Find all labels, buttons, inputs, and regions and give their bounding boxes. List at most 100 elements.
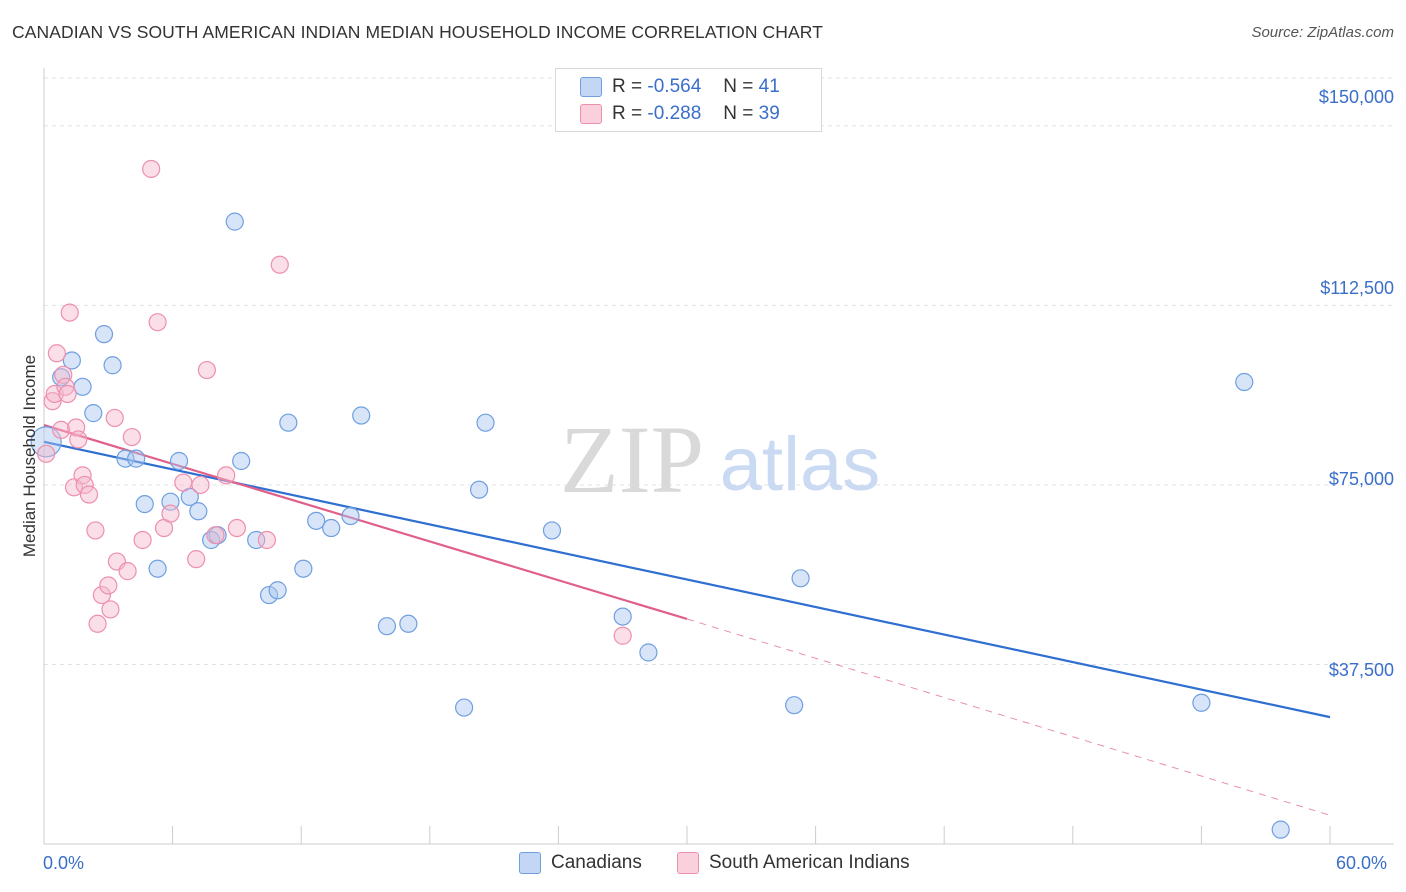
- point-canadians: [116, 449, 135, 468]
- legend-row-south-american-indians: R = -0.288 N = 39: [556, 101, 780, 127]
- point-south-american-indians: [257, 530, 277, 550]
- axes: [43, 68, 1394, 845]
- point-canadians: [73, 377, 92, 396]
- trend-line-south-american-indians: [43, 424, 688, 621]
- point-south-american-indians: [99, 576, 118, 595]
- trend-lines: [43, 424, 1331, 816]
- point-canadians: [613, 607, 632, 626]
- point-canadians: [169, 451, 189, 471]
- point-canadians: [1271, 820, 1290, 839]
- point-south-american-indians: [92, 585, 111, 605]
- trend-extension-south-american-indians: [686, 618, 1331, 816]
- point-south-american-indians: [101, 600, 120, 619]
- point-south-american-indians: [122, 427, 141, 447]
- y-tick-label: $112,500: [1320, 278, 1394, 298]
- point-canadians: [352, 406, 371, 425]
- point-south-american-indians: [174, 473, 193, 492]
- point-canadians: [135, 494, 154, 514]
- point-canadians: [62, 351, 81, 370]
- point-south-american-indians: [60, 303, 79, 322]
- point-canadians: [791, 569, 810, 588]
- y-tick-label: $75,000: [1328, 469, 1394, 489]
- point-canadians: [127, 449, 146, 468]
- n-value: 41: [758, 76, 780, 97]
- r-label: R =: [612, 76, 643, 97]
- point-south-american-indians: [105, 408, 124, 428]
- point-south-american-indians: [133, 530, 152, 550]
- point-south-american-indians: [45, 384, 64, 404]
- watermark-zip: ZIP: [560, 406, 704, 513]
- point-canadians: [785, 696, 804, 715]
- y-axis-title: Median Household Income: [20, 354, 39, 558]
- point-canadians: [52, 368, 71, 387]
- point-south-american-indians: [118, 562, 137, 581]
- legend-swatch-south-american-indians: [677, 852, 699, 874]
- point-canadians: [259, 585, 279, 605]
- point-south-american-indians: [217, 466, 236, 485]
- point-canadians: [294, 559, 313, 578]
- point-south-american-indians: [270, 255, 289, 274]
- point-canadians: [189, 502, 208, 521]
- point-canadians: [639, 643, 658, 662]
- point-south-american-indians: [52, 420, 71, 439]
- data-points: [30, 159, 1290, 839]
- point-canadians: [94, 325, 114, 344]
- point-canadians: [322, 518, 341, 538]
- point-south-american-indians: [613, 626, 632, 645]
- legend-item-south-american-indians[interactable]: South American Indians: [677, 852, 910, 874]
- point-south-american-indians: [142, 159, 161, 179]
- point-south-american-indians: [56, 377, 75, 396]
- point-canadians: [225, 212, 244, 231]
- point-canadians: [232, 451, 251, 471]
- n-value: 39: [758, 103, 780, 124]
- watermark: ZIP atlas: [560, 406, 880, 513]
- point-south-american-indians: [197, 360, 216, 380]
- r-value: -0.564: [647, 76, 702, 97]
- n-label: N =: [723, 76, 754, 97]
- legend-swatch-south-american-indians: [580, 104, 602, 124]
- point-canadians: [148, 559, 167, 578]
- point-south-american-indians: [86, 521, 105, 540]
- point-south-american-indians: [148, 313, 167, 332]
- correlation-legend: R = -0.564 N = 41 R = -0.288 N = 39: [555, 68, 822, 132]
- legend-item-canadians[interactable]: Canadians: [519, 852, 642, 874]
- point-south-american-indians: [69, 430, 88, 449]
- legend-swatch-canadians: [519, 852, 541, 874]
- grid-lines: [44, 77, 1394, 665]
- point-canadians: [307, 511, 326, 530]
- r-value: -0.288: [647, 103, 702, 124]
- point-canadians: [1235, 372, 1254, 392]
- y-tick-label: $37,500: [1328, 660, 1394, 680]
- point-canadians: [469, 480, 489, 499]
- point-south-american-indians: [47, 344, 66, 363]
- point-south-american-indians: [75, 475, 94, 495]
- point-south-american-indians: [79, 485, 99, 504]
- series-legend: Canadians South American Indians: [0, 852, 1406, 878]
- point-canadians: [341, 506, 360, 526]
- legend-label: South American Indians: [709, 852, 910, 873]
- point-canadians: [476, 413, 495, 432]
- point-south-american-indians: [43, 392, 62, 411]
- legend-swatch-canadians: [580, 77, 602, 97]
- point-canadians: [377, 617, 397, 636]
- point-south-american-indians: [227, 518, 246, 538]
- source-label: Source: ZipAtlas.com: [1251, 24, 1394, 41]
- point-south-american-indians: [206, 526, 225, 545]
- point-south-american-indians: [88, 614, 107, 633]
- point-south-american-indians: [37, 444, 56, 463]
- point-canadians: [247, 530, 266, 550]
- watermark-atlas: atlas: [720, 422, 881, 507]
- point-canadians: [399, 614, 418, 633]
- legend-row-canadians: R = -0.564 N = 41: [556, 74, 780, 100]
- point-south-american-indians: [191, 475, 210, 495]
- point-south-american-indians: [161, 504, 180, 523]
- y-tick-label: $150,000: [1318, 87, 1394, 107]
- point-canadians: [1192, 693, 1211, 712]
- trend-line-canadians: [43, 440, 1331, 719]
- r-label: R =: [612, 103, 643, 124]
- point-canadians: [84, 404, 103, 423]
- point-canadians: [454, 698, 474, 717]
- point-canadians: [542, 521, 562, 540]
- point-canadians: [279, 413, 298, 432]
